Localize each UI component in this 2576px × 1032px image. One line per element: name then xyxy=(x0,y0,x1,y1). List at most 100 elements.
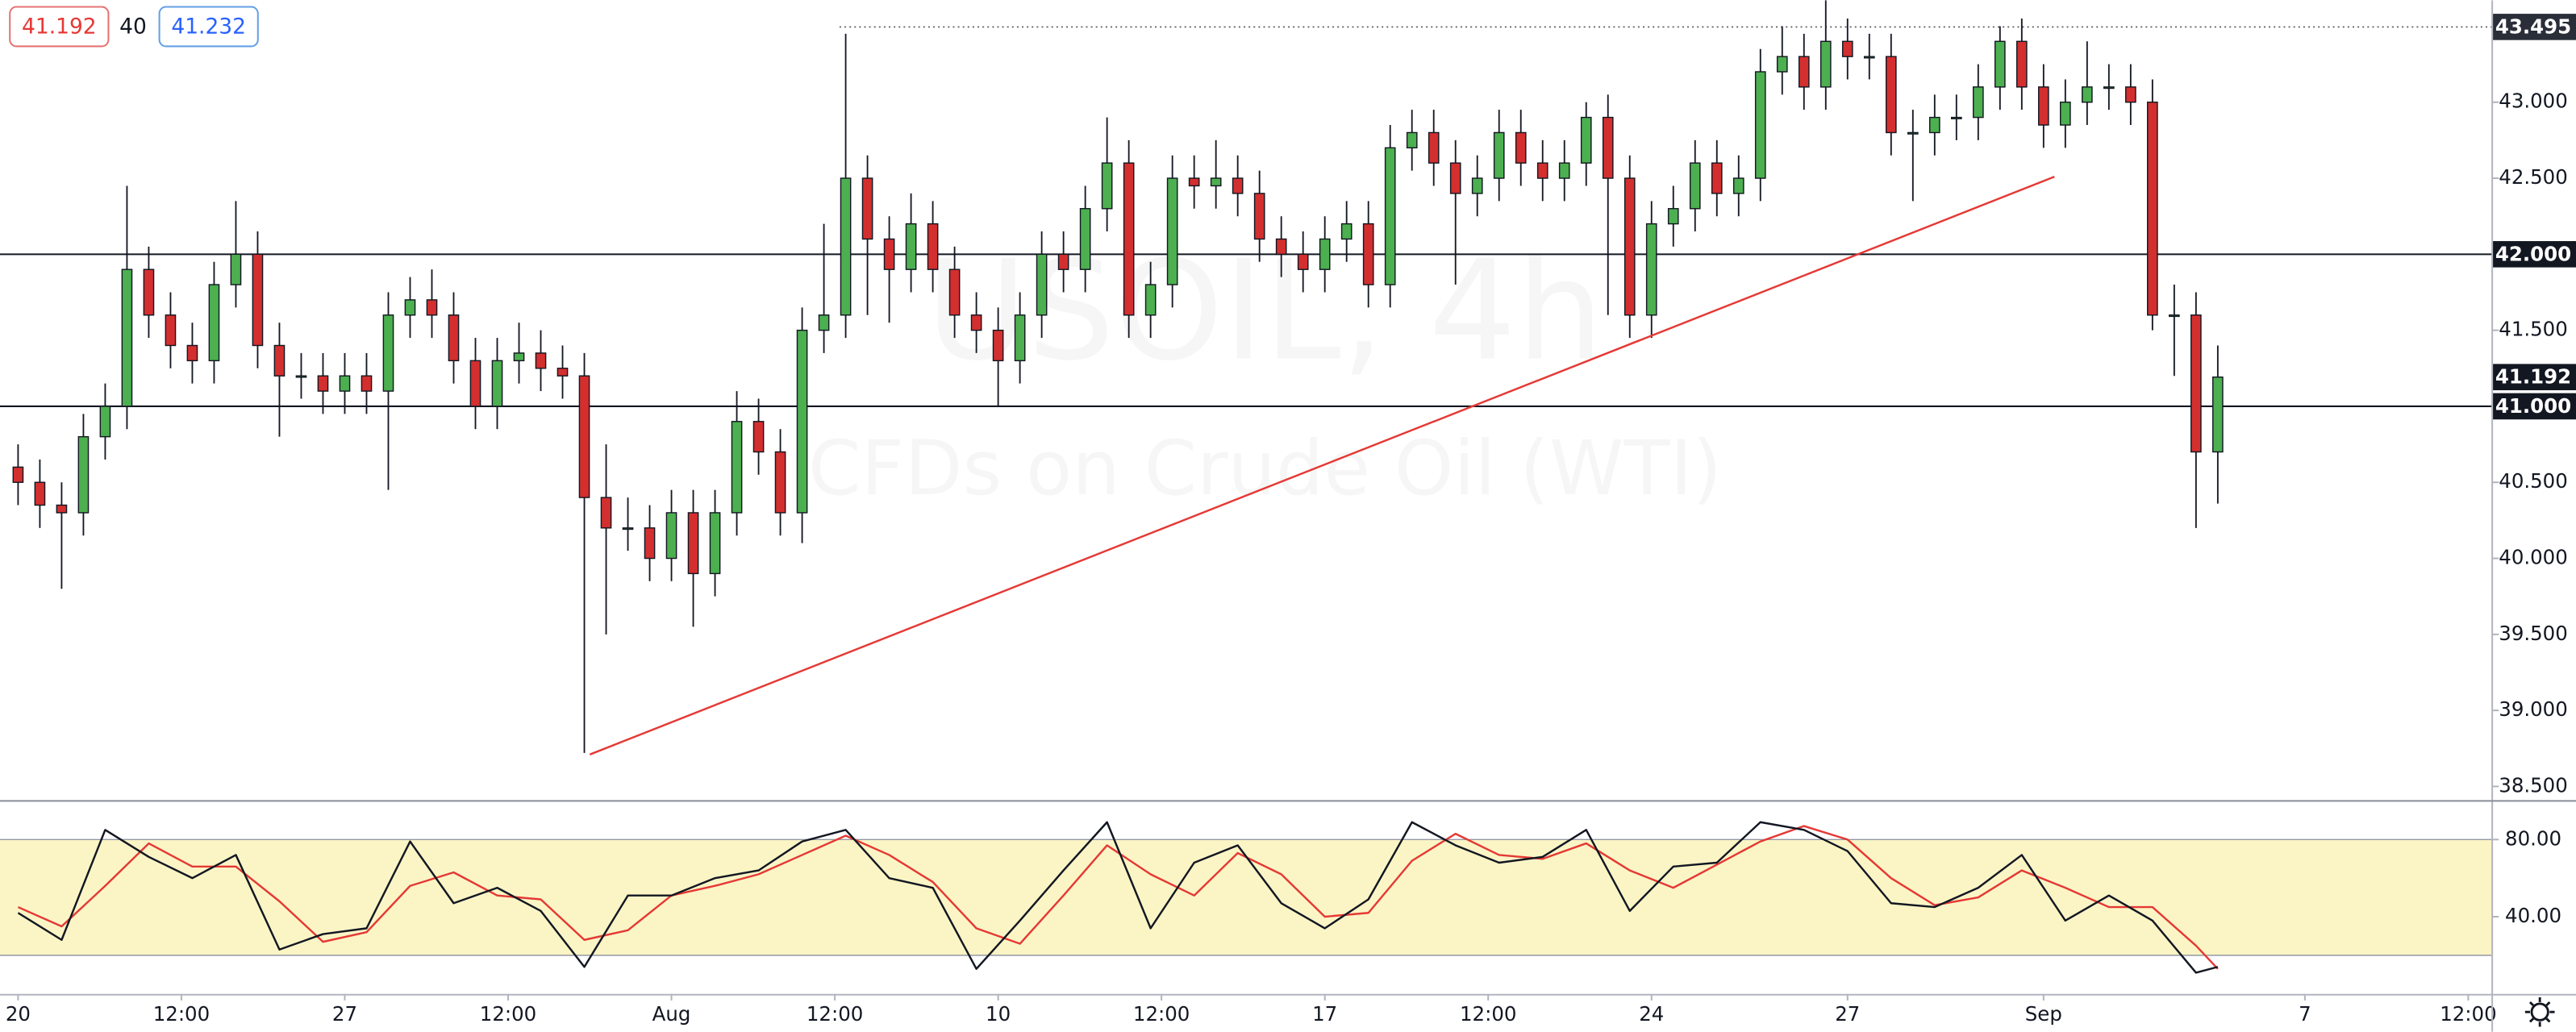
candle-body xyxy=(1950,116,1962,119)
candle-body xyxy=(1711,162,1723,194)
candle-body xyxy=(1798,56,1810,88)
trendline xyxy=(589,176,2055,755)
candle-body xyxy=(361,375,373,392)
candle-body xyxy=(230,253,242,285)
candle-body xyxy=(1994,40,2006,88)
price-badge-label: 41.000 xyxy=(2495,394,2571,418)
candle-body xyxy=(208,284,220,362)
candle-body xyxy=(1079,208,1091,270)
candle-body xyxy=(818,314,830,331)
candle-body xyxy=(1036,253,1048,316)
x-tick-label: 12:00 xyxy=(480,1002,536,1026)
candle-body xyxy=(1384,147,1396,285)
candle-body xyxy=(927,223,939,270)
x-tick-label: 12:00 xyxy=(1460,1002,1516,1026)
candle-body xyxy=(77,435,90,514)
settings-icon[interactable] xyxy=(2530,1002,2549,1022)
candle-body xyxy=(883,238,895,270)
ask-box xyxy=(158,6,259,48)
candle-body xyxy=(861,177,873,240)
candle-body xyxy=(2125,86,2136,103)
candle-body xyxy=(252,253,264,347)
x-tick-label: 12:00 xyxy=(1133,1002,1190,1026)
candle-body xyxy=(1340,223,1353,240)
bid-price: 41.192 xyxy=(22,14,97,39)
candle-body xyxy=(1101,162,1113,210)
candle-body xyxy=(752,421,765,453)
x-tick-label: 12:00 xyxy=(153,1002,210,1026)
settings-button[interactable] xyxy=(2524,997,2555,1027)
price-badge-label: 41.192 xyxy=(2495,365,2571,389)
watermark-description: CFDs on Crude Oil (WTI) xyxy=(808,425,1722,513)
price-badge xyxy=(2492,364,2576,391)
candle-body xyxy=(2103,86,2115,89)
candle-body xyxy=(2147,102,2158,316)
candle-body xyxy=(1428,131,1440,164)
x-tick-label: 17 xyxy=(1312,1002,1337,1026)
candle-body xyxy=(1732,177,1744,194)
watermark: USOIL, 4h CFDs on Crude Oil (WTI) xyxy=(808,231,1722,512)
candle-body xyxy=(1014,314,1026,362)
candle-body xyxy=(2169,314,2180,318)
candle-body xyxy=(1362,223,1374,285)
candle-body xyxy=(1188,177,1200,187)
candle-body xyxy=(1907,131,1919,135)
candle-body xyxy=(1144,284,1157,316)
oscillator-line xyxy=(17,825,2219,970)
x-tick-label: Aug xyxy=(652,1002,691,1026)
y-tick-label: 39.000 xyxy=(2499,697,2568,721)
candle-body xyxy=(143,268,155,316)
candle-body xyxy=(1776,56,1788,73)
y-tick-label: 43.000 xyxy=(2499,89,2568,113)
candle-body xyxy=(1166,177,1178,285)
candle-body xyxy=(12,466,24,483)
candle-body xyxy=(1885,56,1897,134)
candle-body xyxy=(1319,238,1331,270)
x-tick-label: 24 xyxy=(1639,1002,1664,1026)
candle-body xyxy=(1449,162,1461,194)
candle-body xyxy=(513,352,525,362)
price-badge-label: 42.000 xyxy=(2495,242,2571,265)
candle-body xyxy=(970,314,982,331)
candle-body xyxy=(578,375,590,498)
price-badge xyxy=(2492,14,2576,40)
candle-body xyxy=(1645,223,1657,316)
candle-body xyxy=(1928,116,1940,134)
settings-icon-teeth[interactable] xyxy=(2524,997,2555,1027)
candle-body xyxy=(1232,177,1244,194)
candle-body xyxy=(622,527,634,531)
candle-body xyxy=(687,512,699,575)
y-tick-label: 39.500 xyxy=(2499,622,2568,645)
candle-body xyxy=(905,223,917,270)
candle-body xyxy=(1754,71,1766,179)
candle-body xyxy=(34,481,46,506)
candle-body xyxy=(535,352,547,369)
candle-body xyxy=(295,375,307,378)
candle-body xyxy=(273,344,286,377)
y-tick-label: 42.500 xyxy=(2499,165,2568,189)
candle-body xyxy=(1057,253,1069,270)
y-tick-label: 41.500 xyxy=(2499,318,2568,341)
x-tick-label: 20 xyxy=(6,1002,31,1026)
candle-body xyxy=(1819,40,1832,88)
candle-body xyxy=(1471,177,1483,194)
candle-body xyxy=(382,314,394,392)
candle-body xyxy=(2015,40,2028,88)
candle-body xyxy=(339,375,351,392)
candle-body xyxy=(2082,86,2093,103)
x-tick-label: 12:00 xyxy=(807,1002,863,1026)
y-tick-label: 40.500 xyxy=(2499,469,2568,493)
candle-body xyxy=(948,268,961,316)
y-tick-label: 40.00 xyxy=(2505,904,2561,927)
candle-body xyxy=(2190,314,2202,453)
candle-body xyxy=(99,406,111,438)
candle-body xyxy=(2037,86,2049,126)
price-badge-label: 43.495 xyxy=(2495,15,2571,38)
candle-body xyxy=(1841,40,1853,57)
candle-body xyxy=(56,504,68,514)
price-badge xyxy=(2492,241,2576,268)
candle-body xyxy=(1297,253,1309,270)
candle-body xyxy=(165,314,177,347)
oscillator-line xyxy=(17,821,2219,974)
